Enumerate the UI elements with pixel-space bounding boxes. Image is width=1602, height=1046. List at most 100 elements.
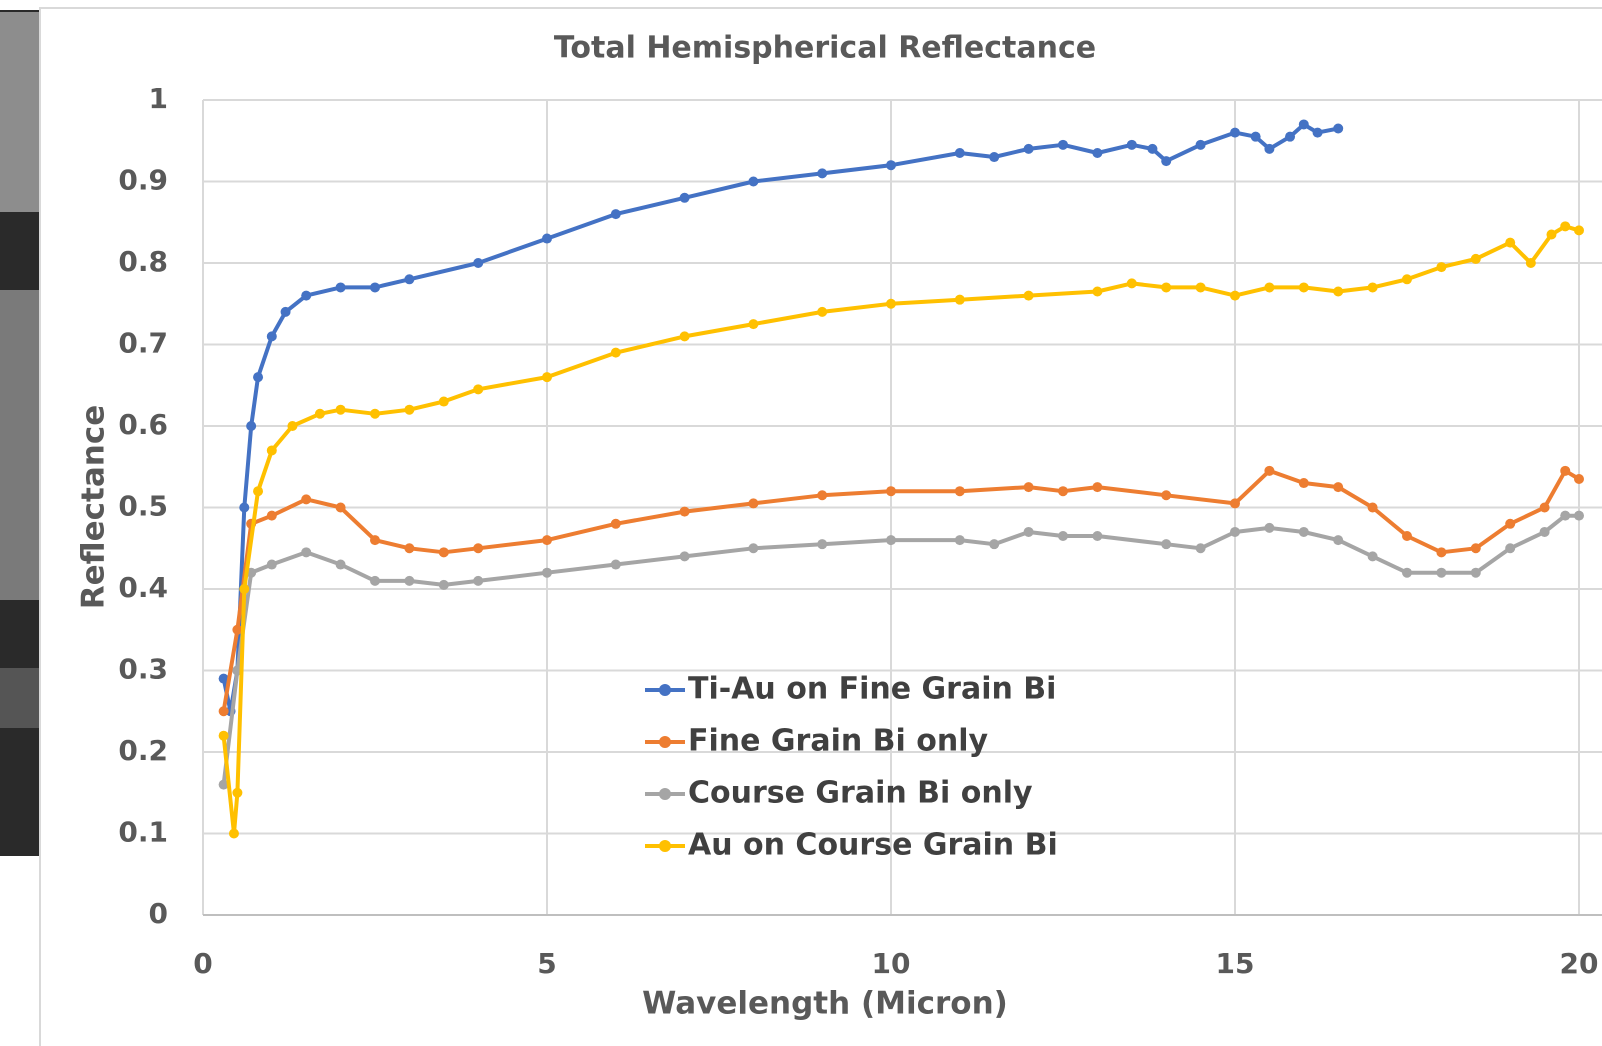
y-tick-label: 0.5 xyxy=(118,490,168,523)
data-point xyxy=(253,486,263,496)
data-point xyxy=(611,519,621,529)
data-point xyxy=(439,397,449,407)
y-tick-label: 0 xyxy=(149,897,168,930)
legend-label: Ti-Au on Fine Grain Bi xyxy=(688,672,1056,707)
y-axis-label: Reflectance xyxy=(76,405,112,609)
y-tick-label: 0.3 xyxy=(118,653,168,686)
data-point xyxy=(1264,466,1274,476)
data-point xyxy=(370,282,380,292)
data-point xyxy=(886,299,896,309)
side-image xyxy=(0,12,40,212)
data-point xyxy=(1333,482,1343,492)
data-point xyxy=(989,152,999,162)
x-tick-label: 20 xyxy=(1560,947,1599,980)
data-point xyxy=(1127,278,1137,288)
data-point xyxy=(281,307,291,317)
data-point xyxy=(267,511,277,521)
data-point xyxy=(817,490,827,500)
data-point xyxy=(1196,543,1206,553)
legend-label: Au on Course Grain Bi xyxy=(688,828,1058,863)
data-point xyxy=(232,788,242,798)
data-point xyxy=(1161,156,1171,166)
y-tick-label: 1 xyxy=(149,82,168,115)
data-point xyxy=(817,168,827,178)
data-point xyxy=(473,576,483,586)
data-point xyxy=(1058,486,1068,496)
data-point xyxy=(886,535,896,545)
data-point xyxy=(1230,128,1240,138)
chart-frame xyxy=(40,8,1602,1046)
data-point xyxy=(219,731,229,741)
data-point xyxy=(239,503,249,513)
data-point xyxy=(336,282,346,292)
data-point xyxy=(336,405,346,415)
data-point xyxy=(886,160,896,170)
data-point xyxy=(219,706,229,716)
data-point xyxy=(680,331,690,341)
data-point xyxy=(1161,490,1171,500)
data-point xyxy=(1024,291,1034,301)
data-point xyxy=(1251,132,1261,142)
data-point xyxy=(817,307,827,317)
legend-swatch xyxy=(659,840,671,852)
data-point xyxy=(315,409,325,419)
data-point xyxy=(1299,478,1309,488)
x-tick-label: 0 xyxy=(193,947,212,980)
data-point xyxy=(680,551,690,561)
legend-label: Course Grain Bi only xyxy=(688,776,1033,811)
data-point xyxy=(404,405,414,415)
side-image xyxy=(0,290,40,600)
chart: Total Hemispherical Reflectance Waveleng… xyxy=(0,0,1602,1046)
y-tick-label: 0.4 xyxy=(118,571,168,604)
data-point xyxy=(267,445,277,455)
data-point xyxy=(267,331,277,341)
data-point xyxy=(1127,140,1137,150)
y-tick-label: 0.8 xyxy=(118,245,168,278)
data-point xyxy=(239,584,249,594)
legend-swatch xyxy=(659,684,671,696)
data-point xyxy=(1546,229,1556,239)
data-point xyxy=(1299,119,1309,129)
data-point xyxy=(370,535,380,545)
data-point xyxy=(1299,527,1309,537)
data-point xyxy=(1368,282,1378,292)
side-image xyxy=(0,668,40,728)
data-point xyxy=(1368,503,1378,513)
x-tick-label: 10 xyxy=(872,947,911,980)
data-point xyxy=(1402,568,1412,578)
data-point xyxy=(1574,474,1584,484)
data-point xyxy=(404,274,414,284)
data-point xyxy=(1092,531,1102,541)
data-point xyxy=(611,209,621,219)
data-point xyxy=(1264,282,1274,292)
data-point xyxy=(473,258,483,268)
x-tick-label: 5 xyxy=(537,947,556,980)
y-tick-label: 0.1 xyxy=(118,816,168,849)
data-point xyxy=(955,486,965,496)
data-point xyxy=(1560,466,1570,476)
data-point xyxy=(336,560,346,570)
data-point xyxy=(1024,527,1034,537)
data-point xyxy=(1526,258,1536,268)
data-point xyxy=(253,372,263,382)
data-point xyxy=(370,409,380,419)
data-point xyxy=(748,543,758,553)
data-point xyxy=(301,547,311,557)
data-point xyxy=(611,560,621,570)
data-point xyxy=(287,421,297,431)
data-point xyxy=(1471,543,1481,553)
data-point xyxy=(1147,144,1157,154)
data-point xyxy=(748,319,758,329)
data-point xyxy=(1024,482,1034,492)
data-point xyxy=(1574,511,1584,521)
data-point xyxy=(229,829,239,839)
data-point xyxy=(748,498,758,508)
data-point xyxy=(611,348,621,358)
data-point xyxy=(439,547,449,557)
data-point xyxy=(1402,531,1412,541)
data-point xyxy=(542,568,552,578)
data-point xyxy=(1092,148,1102,158)
y-tick-label: 0.2 xyxy=(118,734,168,767)
data-point xyxy=(246,421,256,431)
data-point xyxy=(336,503,346,513)
